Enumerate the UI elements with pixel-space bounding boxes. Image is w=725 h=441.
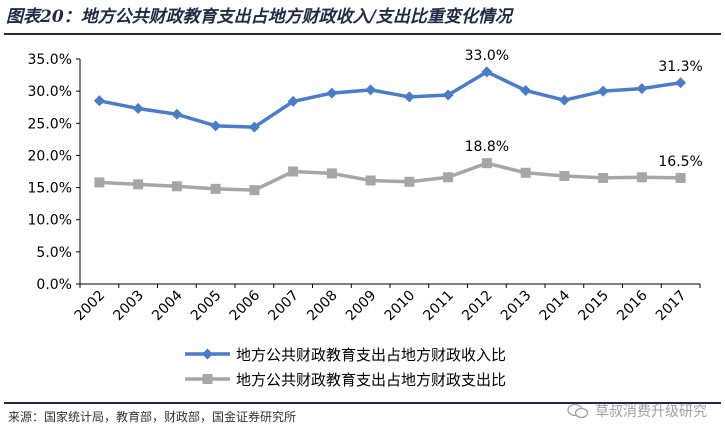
series-2-point: [249, 185, 260, 196]
x-tick-label: 2013: [498, 288, 535, 325]
series-1-point: [520, 85, 532, 96]
series-1-point: [326, 87, 338, 99]
y-tick-label: 25.0%: [28, 116, 72, 132]
x-tick-label: 2015: [575, 288, 612, 325]
y-tick-label: 5.0%: [36, 245, 72, 261]
series-2-point: [675, 172, 686, 183]
legend-label: 地方公共财政教育支出占地方财政支出比: [236, 371, 506, 389]
series-1-point: [93, 95, 105, 107]
y-tick-label: 15.0%: [28, 181, 72, 197]
y-tick-label: 30.0%: [28, 84, 72, 100]
series-1-point: [365, 84, 377, 96]
series-2-point: [171, 181, 182, 192]
series-2-point: [443, 172, 454, 183]
series-1-point: [597, 85, 609, 97]
series-line-2: [99, 161, 681, 192]
series-1-point: [481, 66, 493, 78]
page-title: 图表20：地方公共财政教育支出占地方财政收入/支出比重变化情况: [6, 7, 512, 27]
series-2-point: [559, 171, 570, 181]
x-tick-label: 2008: [304, 288, 341, 325]
watermark-text: 草叔消费升级研究: [595, 404, 707, 420]
series-2-point: [520, 167, 531, 178]
wechat-icon: [567, 403, 589, 419]
series-1-point: [248, 121, 260, 133]
footer-divider: [4, 402, 721, 404]
y-tick-label: 35.0%: [28, 52, 72, 68]
data-label: 18.8%: [465, 139, 509, 155]
series-1-point: [132, 103, 144, 114]
x-axis-ticks: 2002 2003 2004 2005 2006 2007 2008 2009 2010 2011…: [72, 284, 701, 325]
title-divider: [4, 33, 721, 35]
legend-label: 地方公共财政教育支出占地方财政收入比: [236, 346, 506, 364]
series-1-point: [636, 83, 648, 95]
y-axis-ticks: 0.0% 5.0% 10.0% 15.0% 20.0% 25.0% 30.0% 35.0%: [28, 52, 80, 293]
x-tick-label: 2012: [459, 288, 496, 325]
series-2-point: [210, 183, 221, 194]
source-note: 来源：国家统计局，教育部，财政部，国金证券研究所: [8, 410, 297, 424]
series-1-point: [210, 120, 222, 132]
data-label: 33.0%: [465, 48, 509, 64]
series-1-point: [171, 108, 183, 120]
series-2-point: [636, 172, 647, 183]
series-2-point: [481, 158, 492, 169]
x-tick-label: 2014: [537, 287, 574, 324]
series-2-point: [94, 177, 105, 188]
x-tick-label: 2009: [343, 288, 380, 325]
x-tick-label: 2002: [72, 288, 109, 325]
series-2-point: [365, 175, 376, 186]
series-2-point: [326, 168, 337, 179]
x-tick-label: 2004: [149, 287, 186, 324]
series-1-point: [558, 94, 570, 106]
x-tick-label: 2006: [227, 287, 264, 324]
y-tick-label: 0.0%: [36, 277, 72, 293]
x-tick-label: 2016: [614, 287, 651, 324]
data-labels: 33.0% 31.3% 18.8% 16.5%: [465, 48, 703, 170]
y-tick-label: 20.0%: [28, 148, 72, 164]
series-1-point: [675, 77, 687, 89]
series-1-point: [287, 95, 299, 107]
series-line-1: [99, 70, 681, 129]
watermark: 草叔消费升级研究: [567, 400, 707, 422]
x-tick-label: 2011: [420, 288, 457, 325]
series-2-point: [598, 172, 609, 183]
chart-series: [93, 66, 687, 196]
series-1-point: [403, 91, 415, 103]
x-tick-label: 2010: [382, 288, 419, 325]
series-2-point: [288, 166, 299, 177]
x-tick-label: 2017: [653, 288, 690, 325]
x-tick-label: 2003: [110, 288, 147, 325]
x-tick-label: 2005: [188, 288, 225, 325]
x-tick-label: 2007: [265, 288, 302, 325]
legend-swatch-marker: [202, 374, 213, 384]
series-2-point: [133, 179, 144, 190]
data-label: 16.5%: [658, 154, 702, 170]
series-2-point: [404, 176, 415, 187]
y-tick-label: 10.0%: [28, 213, 72, 229]
legend-swatch-marker: [202, 348, 213, 360]
data-label: 31.3%: [658, 59, 702, 75]
series-1-point: [442, 89, 454, 101]
